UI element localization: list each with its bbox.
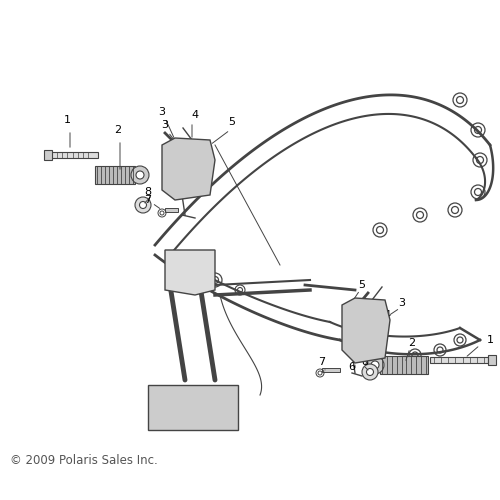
Polygon shape	[95, 166, 135, 184]
Text: 3: 3	[162, 120, 168, 130]
Text: 3: 3	[158, 107, 166, 117]
Circle shape	[131, 166, 149, 184]
Text: 5: 5	[358, 280, 366, 290]
Polygon shape	[322, 368, 340, 372]
Text: © 2009 Polaris Sales Inc.: © 2009 Polaris Sales Inc.	[10, 454, 158, 466]
Text: 1: 1	[64, 115, 70, 125]
Text: 7: 7	[144, 195, 152, 205]
Circle shape	[366, 356, 384, 374]
Polygon shape	[155, 395, 200, 428]
Polygon shape	[48, 152, 98, 158]
Text: 1: 1	[486, 335, 494, 345]
Text: 8: 8	[144, 187, 152, 197]
Polygon shape	[162, 138, 215, 200]
Text: 3: 3	[398, 298, 406, 308]
Circle shape	[136, 171, 144, 179]
Text: 2: 2	[408, 338, 416, 348]
Polygon shape	[44, 150, 52, 160]
Polygon shape	[488, 355, 496, 365]
Text: 5: 5	[228, 117, 235, 127]
Circle shape	[371, 361, 379, 369]
Text: 4: 4	[192, 110, 198, 120]
Circle shape	[135, 197, 151, 213]
Polygon shape	[148, 385, 238, 430]
Text: 2: 2	[114, 125, 121, 135]
Text: 6: 6	[192, 178, 198, 188]
Polygon shape	[380, 356, 428, 374]
Polygon shape	[165, 208, 178, 212]
Text: 4: 4	[384, 310, 390, 320]
Circle shape	[366, 368, 374, 376]
Circle shape	[362, 364, 378, 380]
Polygon shape	[430, 357, 488, 363]
Text: 6: 6	[348, 362, 356, 372]
Polygon shape	[165, 250, 215, 295]
Polygon shape	[342, 298, 390, 363]
Text: 8: 8	[362, 357, 368, 367]
Circle shape	[140, 202, 146, 208]
Text: 7: 7	[318, 357, 326, 367]
